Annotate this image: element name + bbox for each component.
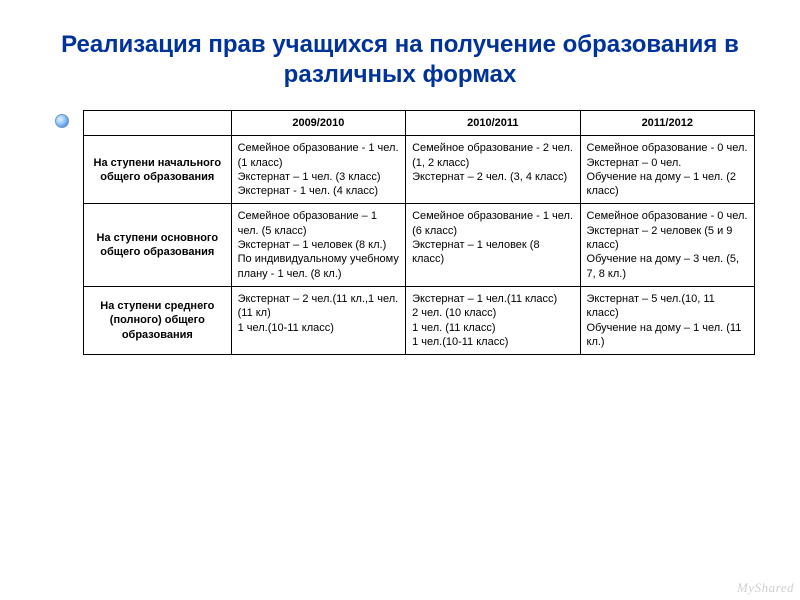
- cell: Экстернат – 5 чел.(10, 11 класс)Обучение…: [580, 286, 754, 354]
- cell: Семейное образование - 2 чел. (1, 2 клас…: [406, 136, 580, 204]
- table-row: На ступени среднего (полного) общего обр…: [84, 286, 755, 354]
- row-label: На ступени начального общего образования: [84, 136, 232, 204]
- bullet-icon: [55, 114, 69, 128]
- content-block: 2009/2010 2010/2011 2011/2012 На ступени…: [45, 110, 755, 355]
- col-header: 2011/2012: [580, 111, 754, 136]
- cell: Экстернат – 1 чел.(11 класс)2 чел. (10 к…: [406, 286, 580, 354]
- cell: Экстернат – 2 чел.(11 кл.,1 чел. (11 кл)…: [231, 286, 405, 354]
- table-row: На ступени начального общего образования…: [84, 136, 755, 204]
- education-table: 2009/2010 2010/2011 2011/2012 На ступени…: [83, 110, 755, 355]
- table-header-row: 2009/2010 2010/2011 2011/2012: [84, 111, 755, 136]
- table-row: На ступени основного общего образования …: [84, 204, 755, 286]
- cell: Семейное образование - 0 чел.Экстернат –…: [580, 204, 754, 286]
- cell: Семейное образование - 0 чел.Экстернат –…: [580, 136, 754, 204]
- slide: Реализация прав учащихся на получение об…: [0, 0, 800, 600]
- col-header: [84, 111, 232, 136]
- cell: Семейное образование - 1 чел. (6 класс)Э…: [406, 204, 580, 286]
- col-header: 2010/2011: [406, 111, 580, 136]
- page-title: Реализация прав учащихся на получение об…: [45, 30, 755, 90]
- row-label: На ступени среднего (полного) общего обр…: [84, 286, 232, 354]
- cell: Семейное образование – 1 чел. (5 класс)Э…: [231, 204, 405, 286]
- cell: Семейное образование - 1 чел. (1 класс)Э…: [231, 136, 405, 204]
- col-header: 2009/2010: [231, 111, 405, 136]
- row-label: На ступени основного общего образования: [84, 204, 232, 286]
- watermark: MyShared: [737, 580, 794, 596]
